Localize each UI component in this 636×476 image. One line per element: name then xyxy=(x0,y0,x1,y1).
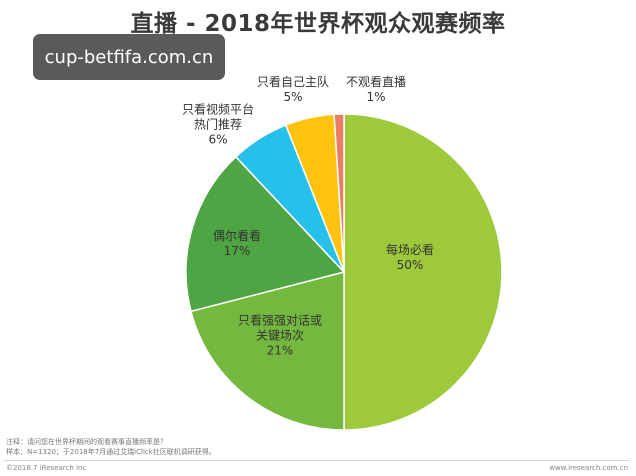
slice-label-0: 每场必看 xyxy=(386,242,434,257)
pie-slices xyxy=(185,113,503,431)
notes-question: 注释：请问您在世界杯期间的观看赛事直播频率是？ xyxy=(6,438,167,446)
footer-copyright: ©2018.7 iResearch Inc xyxy=(6,464,87,472)
pie-slice-1 xyxy=(190,271,345,431)
slice-label-5: 不观看直播 xyxy=(346,75,406,89)
slice-label-3: 热门推荐 xyxy=(194,117,242,132)
chart-title: 直播 - 2018年世界杯观众观赛频率 xyxy=(130,11,506,37)
slice-value-3: 6% xyxy=(208,133,227,147)
pie-slice-0 xyxy=(343,113,503,431)
chart-notes: 注释：请问您在世界杯期间的观看赛事直播频率是？ 样本：N=1320；于2018年… xyxy=(6,437,216,457)
slice-value-5: 1% xyxy=(366,90,385,104)
slice-label-1: 关键场次 xyxy=(256,329,304,343)
slice-label-4: 只看自己主队 xyxy=(257,74,329,89)
slice-value-4: 5% xyxy=(283,90,302,104)
slice-label-3: 只看视频平台 xyxy=(182,102,254,117)
slice-label-1: 只看强强对话或 xyxy=(238,314,322,328)
slice-value-1: 21% xyxy=(267,344,294,358)
slice-value-0: 50% xyxy=(397,258,424,272)
slice-value-2: 17% xyxy=(224,244,251,258)
slice-label-2: 偶尔看看 xyxy=(213,228,261,243)
pie-slice-2 xyxy=(185,155,346,313)
watermark-badge: cup-betfifa.com.cn xyxy=(33,34,225,80)
notes-sample: 样本：N=1320；于2018年7月通过艾瑞iClick社区联机调研获得。 xyxy=(6,448,216,456)
footer-url: www.iresearch.com.cn xyxy=(549,464,628,472)
pie-slice-5 xyxy=(333,113,345,273)
footer-divider xyxy=(4,460,630,461)
